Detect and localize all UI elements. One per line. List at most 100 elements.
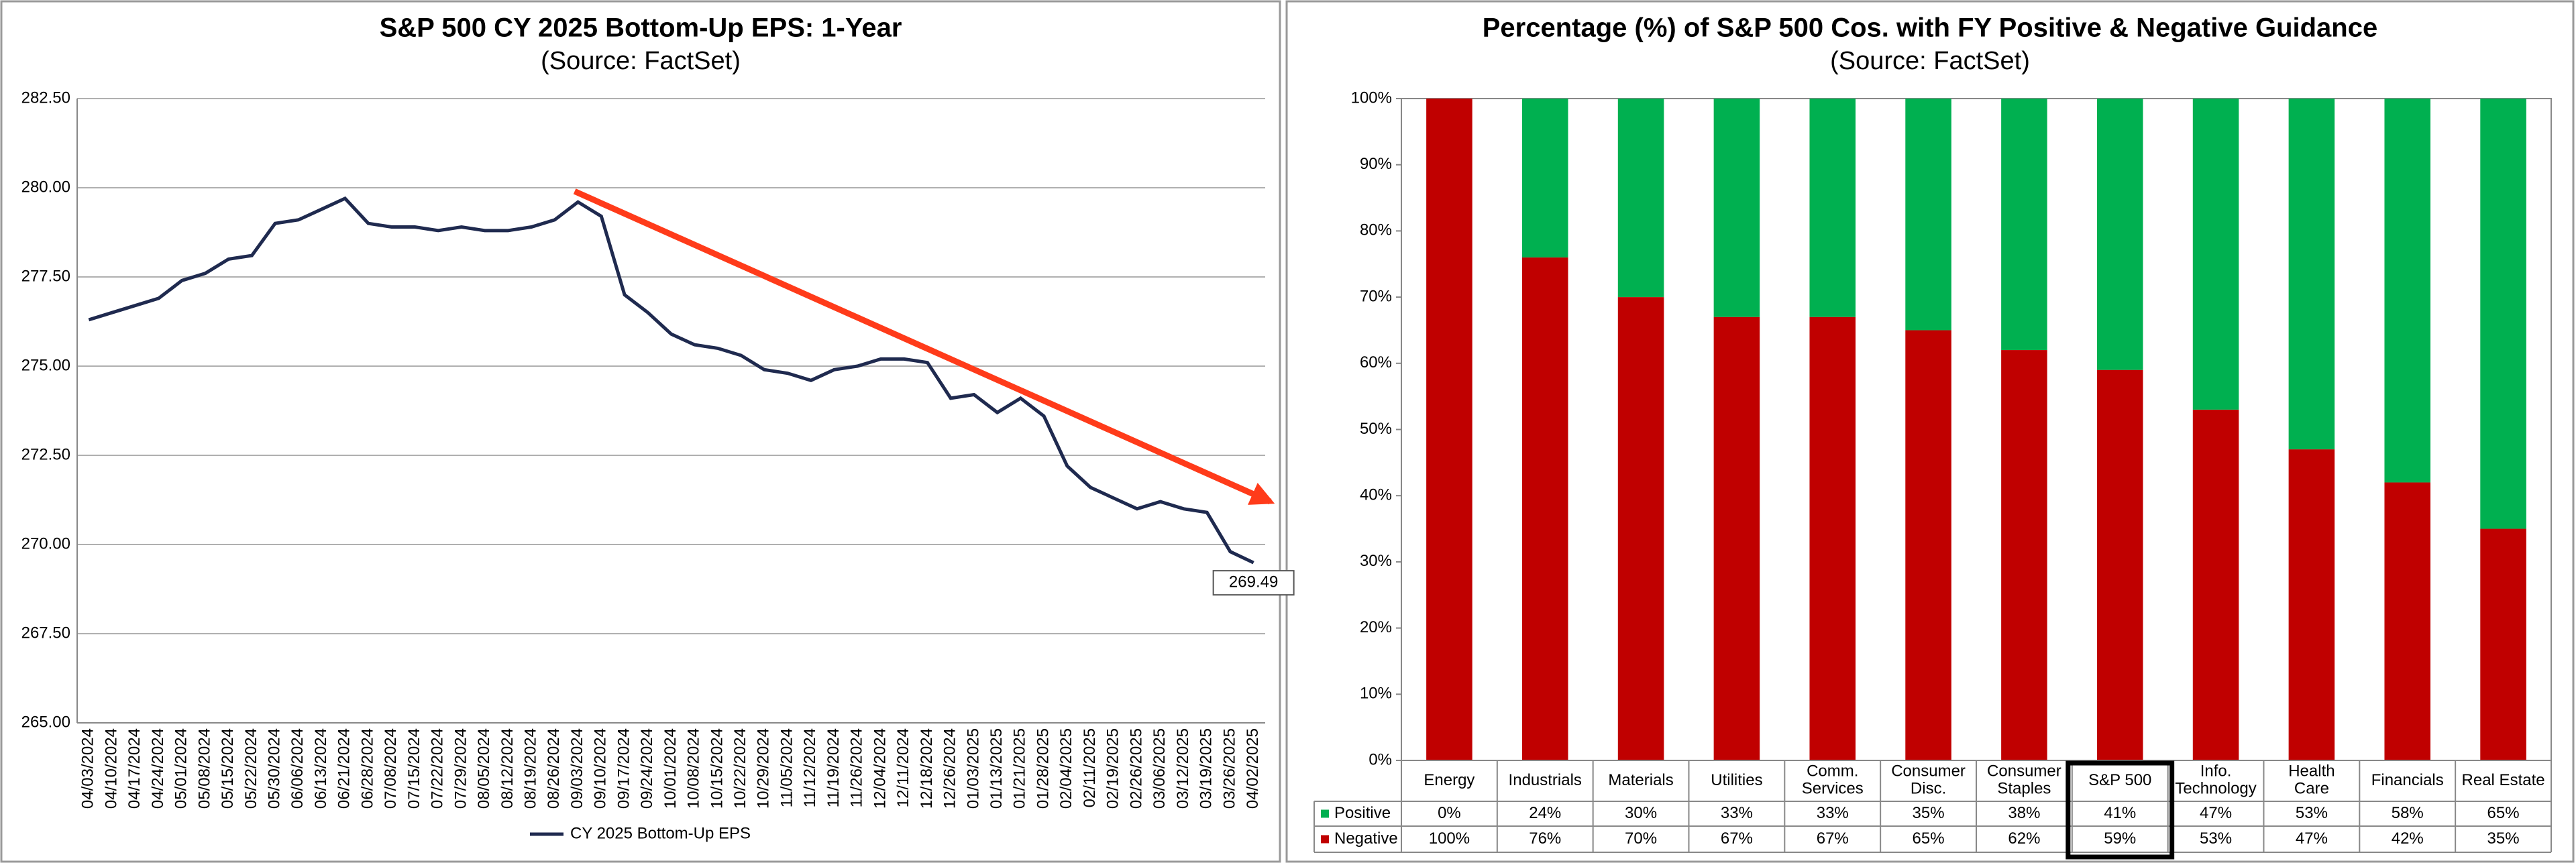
legend-label: CY 2025 Bottom-Up EPS [570, 824, 751, 842]
bar [2192, 409, 2239, 760]
y-tick-label: 20% [1360, 618, 1392, 636]
x-tick-label: 10/22/2024 [731, 728, 749, 809]
x-tick-label: 10/15/2024 [708, 728, 726, 809]
x-tick-label: Consumer Disc. [1891, 762, 1966, 798]
x-tick-label: 06/13/2024 [312, 728, 330, 809]
x-tick-label: 02/26/2025 [1127, 728, 1145, 809]
x-tick-label: 03/19/2025 [1197, 728, 1216, 809]
bar [2096, 99, 2143, 370]
x-tick-label: 05/30/2024 [266, 728, 284, 809]
y-tick-label: 0% [1368, 750, 1392, 768]
x-tick-label: 08/12/2024 [498, 728, 517, 809]
x-tick-label: 06/21/2024 [335, 728, 354, 809]
x-tick-label: 08/05/2024 [475, 728, 493, 809]
highlight-box [2065, 760, 2175, 860]
x-tick-label: 11/26/2024 [848, 728, 866, 807]
data-label: 76% [1529, 829, 1561, 848]
data-label: 47% [2200, 804, 2232, 822]
data-label: 67% [1817, 829, 1849, 848]
x-tick-label: 04/24/2024 [149, 728, 167, 809]
x-tick-label: 07/15/2024 [405, 728, 423, 809]
bar [2480, 528, 2526, 760]
y-tick-label: 10% [1360, 685, 1392, 703]
data-label: 70% [1625, 829, 1657, 848]
legend-label: Negative [1334, 829, 1398, 848]
x-tick-label: 04/02/2025 [1244, 728, 1262, 809]
y-tick-label: 90% [1360, 155, 1392, 173]
data-label: 35% [2487, 829, 2520, 848]
x-tick-label: 12/11/2024 [894, 728, 912, 807]
bar [2384, 99, 2431, 483]
data-label: 65% [2487, 804, 2520, 822]
x-tick-label: Health Care [2288, 762, 2334, 798]
x-tick-label: Comm. Services [1802, 762, 1864, 798]
x-tick-label: 10/08/2024 [685, 728, 703, 809]
data-label: 0% [1438, 804, 1461, 822]
x-tick-label: 01/03/2025 [964, 728, 982, 809]
line [88, 196, 1254, 565]
x-tick-label: 11/05/2024 [777, 728, 796, 807]
x-tick-label: 12/26/2024 [941, 728, 959, 809]
x-tick-label: 03/06/2025 [1150, 728, 1169, 809]
data-label: 41% [2104, 804, 2136, 822]
x-tick-label: 02/19/2025 [1104, 728, 1122, 809]
data-label: 38% [2008, 804, 2040, 822]
x-tick-label: Energy [1424, 771, 1474, 789]
x-tick-label: 06/28/2024 [358, 728, 376, 809]
data-label: 47% [2296, 829, 2328, 848]
bar [2096, 369, 2143, 760]
bar [1521, 99, 1568, 257]
x-tick-label: 04/17/2024 [125, 728, 144, 809]
data-label: 59% [2104, 829, 2136, 848]
x-tick-label: 03/12/2025 [1174, 728, 1192, 809]
bar [2480, 99, 2526, 529]
x-tick-label: Consumer Staples [1987, 762, 2061, 798]
x-tick-label: 03/26/2025 [1220, 728, 1238, 809]
x-tick-label: 09/10/2024 [592, 728, 610, 809]
legend-label: Positive [1334, 804, 1391, 822]
x-tick-label: 06/06/2024 [288, 728, 307, 809]
data-label: 33% [1817, 804, 1849, 822]
x-tick-label: Materials [1608, 771, 1673, 789]
x-tick-label: 10/01/2024 [661, 728, 680, 809]
x-tick-label: Utilities [1711, 771, 1762, 789]
y-tick-label: 275.00 [21, 356, 70, 374]
x-tick-label: Financials [2371, 771, 2444, 789]
bar [1617, 99, 1664, 298]
x-tick-label: 01/28/2025 [1034, 728, 1052, 809]
bar [1426, 99, 1472, 760]
chart-subtitle: (Source: FactSet) [541, 47, 741, 75]
chart-subtitle: (Source: FactSet) [1830, 47, 2030, 75]
x-tick-label: 11/19/2024 [824, 728, 843, 807]
data-label: 100% [1429, 829, 1470, 848]
bar [1809, 99, 1856, 317]
x-tick-label: Info. Technology [2175, 762, 2256, 798]
x-tick-label: 09/17/2024 [614, 728, 633, 809]
x-tick-label: 05/01/2024 [172, 728, 191, 809]
bar [2288, 99, 2335, 450]
y-tick-label: 270.00 [21, 534, 70, 553]
data-label: 24% [1529, 804, 1561, 822]
data-label: 30% [1625, 804, 1657, 822]
x-tick-label: 05/22/2024 [242, 728, 260, 809]
y-tick-label: 40% [1360, 486, 1392, 504]
x-tick-label: 02/04/2025 [1057, 728, 1075, 809]
bar [2001, 350, 2047, 760]
bar [1617, 297, 1664, 761]
x-tick-label: 11/12/2024 [801, 728, 819, 807]
x-tick-label: Industrials [1509, 771, 1582, 789]
data-label: 58% [2392, 804, 2424, 822]
x-tick-label: 07/29/2024 [451, 728, 470, 809]
data-label: 42% [2392, 829, 2424, 848]
bar [1809, 317, 1856, 761]
chart-title: S&P 500 CY 2025 Bottom-Up EPS: 1-Year [380, 13, 902, 43]
x-tick-label: 12/04/2024 [871, 728, 889, 809]
x-tick-label: 10/29/2024 [755, 728, 773, 809]
data-label: 53% [2296, 804, 2328, 822]
x-tick-label: 07/08/2024 [382, 728, 400, 809]
y-tick-label: 30% [1360, 552, 1392, 570]
bar [2192, 99, 2239, 410]
bar [1713, 317, 1760, 761]
y-tick-label: 272.50 [21, 445, 70, 463]
